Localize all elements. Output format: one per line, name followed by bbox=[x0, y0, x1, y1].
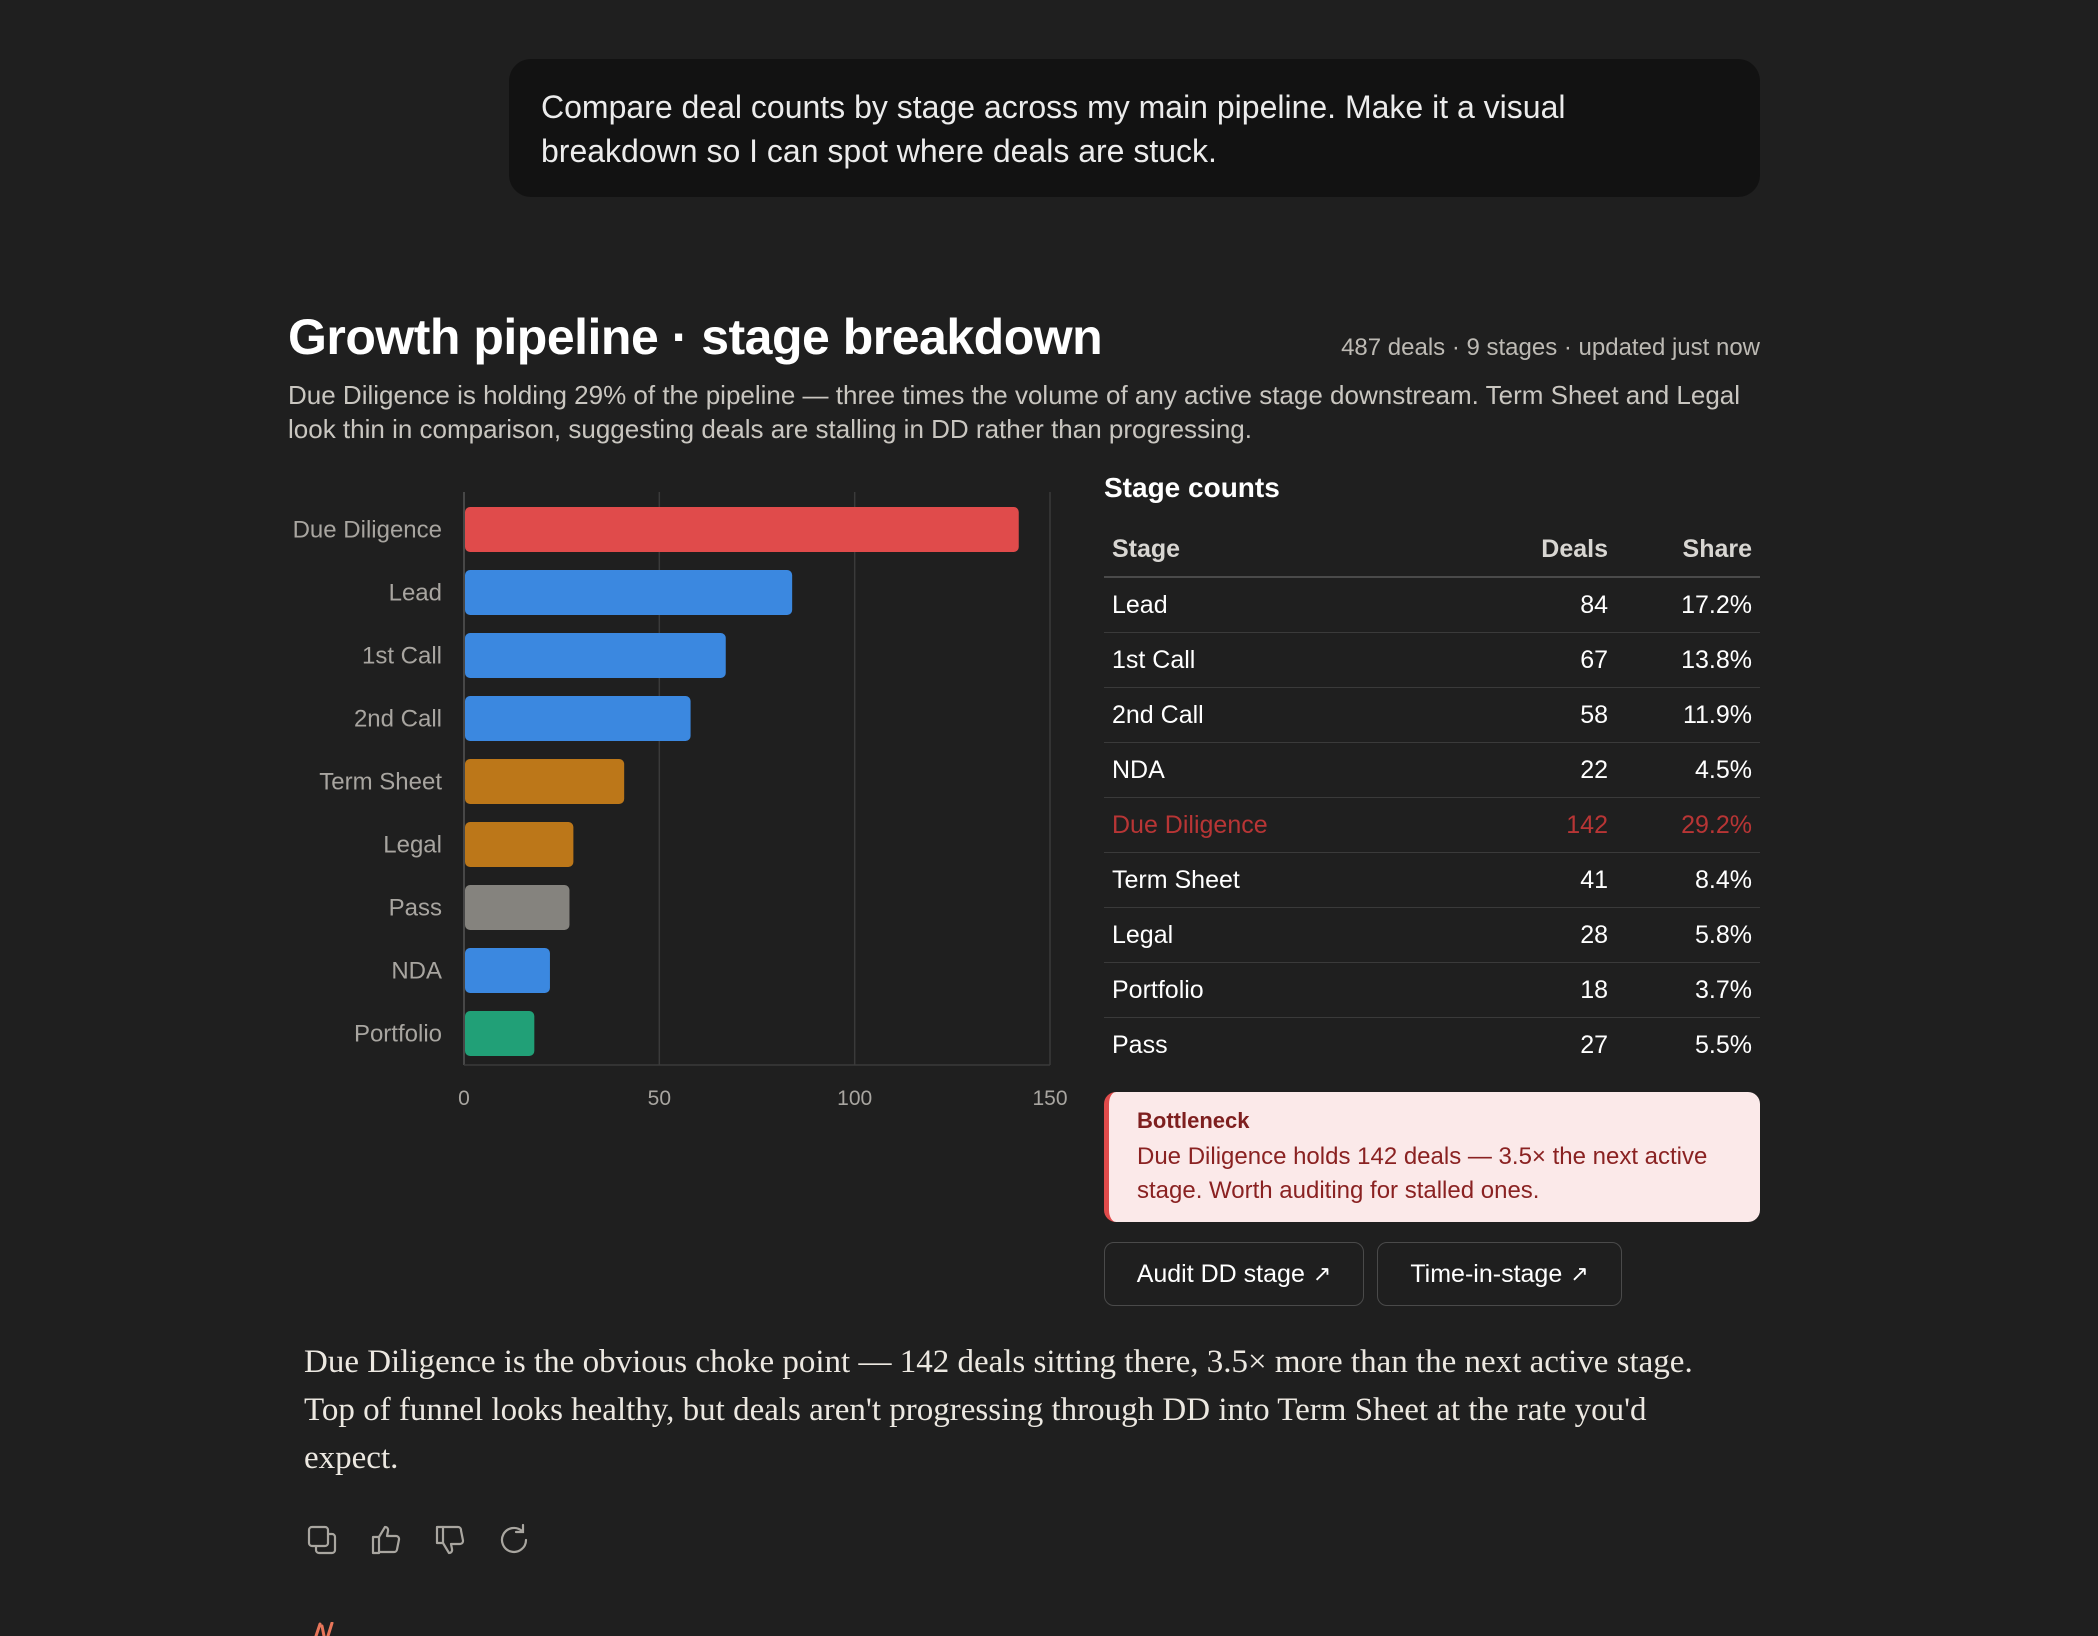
table-row-highlighted: Due Diligence 142 29.2% bbox=[1104, 797, 1760, 853]
table-row: Portfolio 18 3.7% bbox=[1104, 962, 1760, 1018]
copy-icon[interactable] bbox=[304, 1522, 340, 1558]
cell-stage: Lead bbox=[1104, 577, 1484, 633]
table-row: Pass 27 5.5% bbox=[1104, 1018, 1760, 1073]
bar-1st-call bbox=[465, 633, 726, 678]
thumbs-down-icon[interactable] bbox=[432, 1522, 468, 1558]
y-category-label: Pass bbox=[389, 895, 442, 922]
table-row: Lead 84 17.2% bbox=[1104, 577, 1760, 633]
audit-dd-stage-button[interactable]: Audit DD stage ↗ bbox=[1104, 1242, 1364, 1306]
cell-share: 4.5% bbox=[1616, 742, 1760, 798]
y-category-label: Lead bbox=[389, 580, 442, 607]
cell-deals: 58 bbox=[1484, 687, 1616, 743]
cell-deals: 22 bbox=[1484, 742, 1616, 798]
cell-share: 29.2% bbox=[1616, 797, 1760, 853]
y-category-label: Due Diligence bbox=[293, 517, 442, 544]
bar-term-sheet bbox=[465, 759, 625, 804]
cell-share: 17.2% bbox=[1616, 577, 1760, 633]
y-category-label: Term Sheet bbox=[319, 769, 442, 796]
audit-button-label: Audit DD stage bbox=[1136, 1259, 1305, 1288]
cell-share: 3.7% bbox=[1616, 962, 1760, 1018]
cell-stage: 2nd Call bbox=[1104, 687, 1484, 743]
bar-lead bbox=[465, 570, 793, 615]
header-share: Share bbox=[1616, 522, 1760, 578]
x-tick-label: 0 bbox=[458, 1087, 470, 1110]
table-row: NDA 22 4.5% bbox=[1104, 742, 1760, 798]
cell-deals: 84 bbox=[1484, 577, 1616, 633]
table-row: Term Sheet 41 8.4% bbox=[1104, 852, 1760, 908]
cell-deals: 18 bbox=[1484, 962, 1616, 1018]
y-category-label: 2nd Call bbox=[354, 706, 442, 733]
cell-deals: 142 bbox=[1484, 797, 1616, 853]
table-header-row: Stage Deals Share bbox=[1104, 522, 1760, 578]
y-category-label: Legal bbox=[383, 832, 442, 859]
retry-icon[interactable] bbox=[496, 1522, 532, 1558]
header-stage: Stage bbox=[1104, 522, 1484, 578]
cell-share: 13.8% bbox=[1616, 632, 1760, 688]
table-row: 2nd Call 58 11.9% bbox=[1104, 687, 1760, 743]
cell-stage: Portfolio bbox=[1104, 962, 1484, 1018]
bar-pass bbox=[465, 885, 570, 930]
cell-deals: 27 bbox=[1580, 1030, 1608, 1059]
x-tick-label: 50 bbox=[648, 1087, 671, 1110]
x-tick-label: 150 bbox=[1032, 1087, 1067, 1110]
card-meta: 487 deals · 9 stages · updated just now bbox=[1341, 334, 1760, 361]
callout-body: Due Diligence holds 142 deals — 3.5× the… bbox=[1137, 1143, 1708, 1204]
time-button-label: Time-in-stage bbox=[1410, 1259, 1563, 1288]
card-subtitle: Due Diligence is holding 29% of the pipe… bbox=[288, 380, 1741, 444]
time-in-stage-button[interactable]: Time-in-stage ↗ bbox=[1377, 1242, 1622, 1306]
y-category-label: 1st Call bbox=[362, 643, 442, 670]
header-deals: Deals bbox=[1484, 522, 1616, 578]
cell-stage: NDA bbox=[1104, 742, 1484, 798]
y-category-label: Portfolio bbox=[354, 1021, 442, 1048]
cell-stage: Due Diligence bbox=[1104, 797, 1484, 853]
bar-legal bbox=[465, 822, 574, 867]
cell-share: 5.8% bbox=[1616, 907, 1760, 963]
bar-portfolio bbox=[465, 1011, 535, 1056]
message-actions bbox=[304, 1522, 532, 1558]
x-tick-label: 100 bbox=[837, 1087, 872, 1110]
assistant-answer: Due Diligence is the obvious choke point… bbox=[304, 1344, 1693, 1476]
external-arrow-icon: ↗ bbox=[1570, 1261, 1589, 1286]
stage-counts-table: Stage Deals Share Lead 84 17.2% 1st Call… bbox=[1104, 522, 1760, 1072]
callout-title: Bottleneck bbox=[1137, 1108, 1250, 1133]
cell-share: 11.9% bbox=[1616, 687, 1760, 743]
y-category-label: NDA bbox=[391, 958, 442, 985]
cell-stage: Term Sheet bbox=[1104, 852, 1484, 908]
card-title: Growth pipeline · stage breakdown bbox=[288, 309, 1103, 365]
cell-stage: Legal bbox=[1104, 907, 1484, 963]
cell-deals: 41 bbox=[1484, 852, 1616, 908]
cell-stage: Pass bbox=[1112, 1030, 1168, 1059]
bottleneck-callout: Bottleneck Due Diligence holds 142 deals… bbox=[1104, 1092, 1760, 1222]
cell-stage: 1st Call bbox=[1104, 632, 1484, 688]
bar-nda bbox=[465, 948, 550, 993]
table-title: Stage counts bbox=[1104, 472, 1280, 503]
external-arrow-icon: ↗ bbox=[1312, 1261, 1332, 1286]
table-row: Legal 28 5.8% bbox=[1104, 907, 1760, 963]
cell-deals: 28 bbox=[1484, 907, 1616, 963]
assistant-logo-icon bbox=[314, 1622, 334, 1636]
user-message: Compare deal counts by stage across my m… bbox=[509, 59, 1760, 197]
bar-2nd-call bbox=[465, 696, 691, 741]
table-row: 1st Call 67 13.8% bbox=[1104, 632, 1760, 688]
thumbs-up-icon[interactable] bbox=[368, 1522, 404, 1558]
cell-share: 5.5% bbox=[1695, 1030, 1752, 1059]
cell-deals: 67 bbox=[1484, 632, 1616, 688]
cell-share: 8.4% bbox=[1616, 852, 1760, 908]
bar-due-diligence bbox=[465, 507, 1019, 552]
stage-bar-chart: 0 50 100 150 Due Diligence Lead 1st Call 2nd Ca… bbox=[293, 492, 1068, 1110]
